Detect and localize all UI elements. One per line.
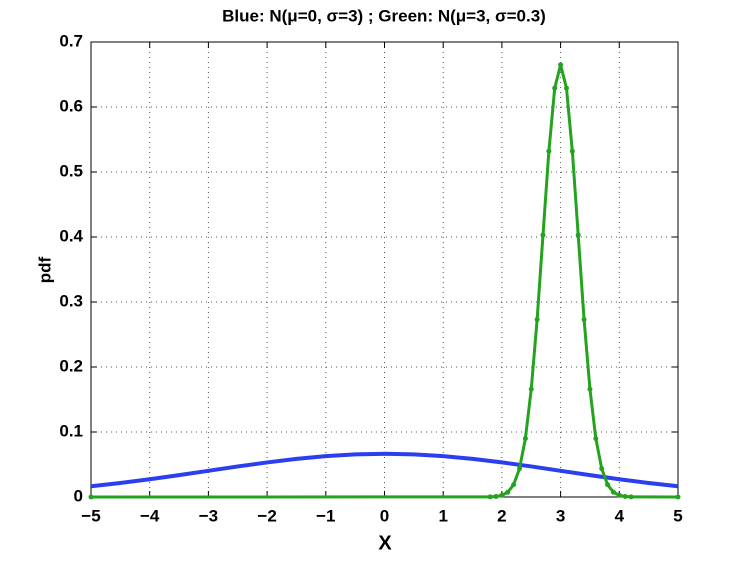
- plot-frame: [90, 41, 679, 498]
- data-point: [487, 494, 493, 500]
- data-point: [622, 493, 628, 499]
- data-point: [511, 482, 517, 488]
- data-point: [599, 466, 605, 472]
- data-point: [593, 436, 599, 441]
- y-tick-label: 0: [74, 486, 83, 505]
- x-tick-label: −4: [140, 506, 160, 525]
- y-tick-label: 0.6: [59, 96, 83, 115]
- x-tick-label: −2: [257, 506, 276, 525]
- data-point: [534, 317, 540, 323]
- y-tick-label: 0.4: [59, 226, 83, 245]
- y-tick-label: 0.1: [59, 421, 83, 440]
- data-point: [552, 85, 558, 91]
- data-point: [610, 489, 616, 495]
- data-point: [587, 386, 593, 392]
- data-point: [540, 232, 546, 238]
- chart-title: Blue: N(μ=0, σ=3) ; Green: N(μ=3, σ=0.3): [222, 6, 546, 25]
- data-point: [558, 62, 564, 68]
- data-point: [546, 148, 552, 154]
- x-tick-label: 3: [556, 506, 565, 525]
- series-line: [90, 451, 679, 489]
- data-point: [517, 466, 523, 472]
- x-tick-label: −1: [316, 506, 335, 525]
- data-point: [522, 436, 528, 441]
- data-point: [528, 386, 534, 392]
- data-point: [675, 494, 681, 500]
- x-tick-label: −3: [199, 506, 218, 525]
- data-point: [581, 317, 587, 323]
- data-point: [628, 494, 634, 500]
- x-tick-label: 4: [615, 506, 625, 525]
- x-tick-label: 5: [673, 506, 682, 525]
- data-point: [616, 492, 622, 498]
- data-point: [605, 482, 611, 488]
- data-point: [569, 148, 575, 154]
- data-point: [563, 85, 569, 91]
- y-tick-label: 0.5: [59, 161, 83, 180]
- data-point: [493, 493, 499, 499]
- x-tick-label: 1: [438, 506, 447, 525]
- y-tick-label: 0.7: [59, 31, 83, 50]
- y-axis-label: pdf: [35, 256, 54, 283]
- data-point: [499, 492, 505, 498]
- x-axis-label: X: [378, 532, 392, 554]
- data-point: [505, 489, 511, 495]
- x-tick-label: −5: [81, 506, 100, 525]
- x-tick-label: 0: [380, 506, 389, 525]
- x-tick-label: 2: [497, 506, 506, 525]
- data-point: [88, 494, 94, 500]
- data-point: [575, 232, 581, 238]
- y-tick-label: 0.2: [59, 356, 83, 375]
- y-tick-label: 0.3: [59, 291, 83, 310]
